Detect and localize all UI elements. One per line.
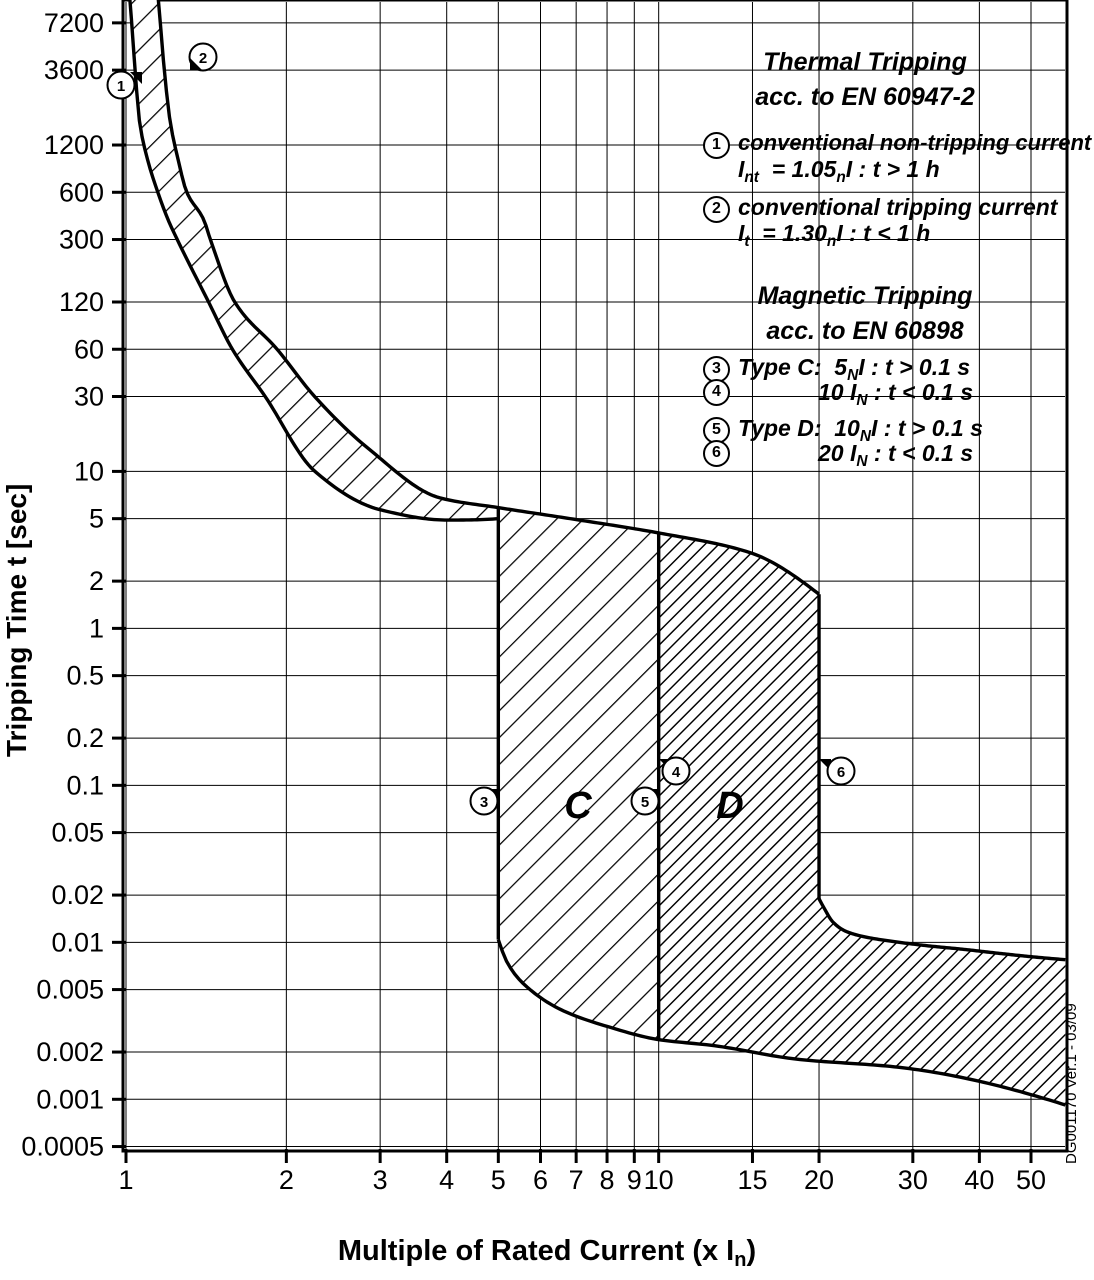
svg-text:4: 4 bbox=[439, 1165, 454, 1195]
svg-text:0.5: 0.5 bbox=[66, 661, 104, 691]
svg-text:1200: 1200 bbox=[44, 130, 104, 160]
svg-text:2: 2 bbox=[279, 1165, 294, 1195]
svg-text:0.001: 0.001 bbox=[36, 1084, 104, 1114]
svg-text:50: 50 bbox=[1016, 1165, 1046, 1195]
svg-text:8: 8 bbox=[600, 1165, 615, 1195]
svg-text:5: 5 bbox=[491, 1165, 506, 1195]
svg-text:0.02: 0.02 bbox=[51, 880, 104, 910]
svg-text:60: 60 bbox=[74, 334, 104, 364]
svg-text:0.01: 0.01 bbox=[51, 927, 104, 957]
svg-text:2: 2 bbox=[89, 566, 104, 596]
svg-text:2: 2 bbox=[199, 50, 207, 67]
svg-text:6: 6 bbox=[533, 1165, 548, 1195]
svg-text:D: D bbox=[716, 785, 743, 827]
svg-text:1: 1 bbox=[118, 1165, 133, 1195]
svg-text:10: 10 bbox=[644, 1165, 674, 1195]
svg-text:6: 6 bbox=[837, 764, 845, 781]
svg-text:600: 600 bbox=[59, 177, 104, 207]
svg-text:0.1: 0.1 bbox=[66, 770, 104, 800]
svg-text:0.002: 0.002 bbox=[36, 1037, 104, 1067]
svg-text:C: C bbox=[564, 785, 592, 827]
svg-text:9: 9 bbox=[627, 1165, 642, 1195]
svg-text:0.005: 0.005 bbox=[36, 975, 104, 1005]
svg-text:15: 15 bbox=[737, 1165, 767, 1195]
svg-text:1: 1 bbox=[117, 78, 125, 95]
svg-text:7200: 7200 bbox=[44, 8, 104, 38]
svg-text:0.0005: 0.0005 bbox=[21, 1132, 104, 1162]
svg-text:5: 5 bbox=[641, 794, 649, 811]
svg-text:3: 3 bbox=[373, 1165, 388, 1195]
svg-text:0.2: 0.2 bbox=[66, 723, 104, 753]
svg-text:40: 40 bbox=[964, 1165, 994, 1195]
svg-text:10: 10 bbox=[74, 456, 104, 486]
svg-text:0.05: 0.05 bbox=[51, 818, 104, 848]
svg-text:5: 5 bbox=[89, 504, 104, 534]
svg-text:30: 30 bbox=[74, 382, 104, 412]
svg-text:120: 120 bbox=[59, 287, 104, 317]
svg-text:300: 300 bbox=[59, 225, 104, 255]
svg-text:1: 1 bbox=[89, 613, 104, 643]
svg-text:7: 7 bbox=[569, 1165, 584, 1195]
svg-text:3: 3 bbox=[480, 794, 488, 811]
svg-text:3600: 3600 bbox=[44, 55, 104, 85]
svg-text:20: 20 bbox=[804, 1165, 834, 1195]
svg-text:30: 30 bbox=[898, 1165, 928, 1195]
svg-text:4: 4 bbox=[672, 764, 681, 781]
